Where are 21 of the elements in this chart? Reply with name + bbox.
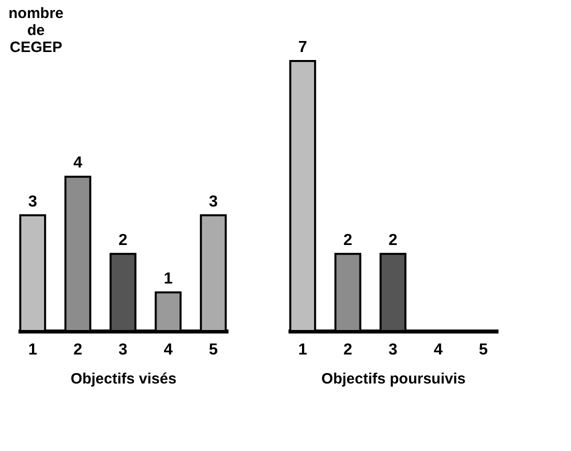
x-tick-label: 2 (343, 342, 352, 358)
x-tick-label: 1 (28, 342, 38, 358)
data-label: 2 (388, 232, 398, 249)
x-tick-label: 5 (478, 342, 488, 358)
x-tick-label: 3 (388, 342, 398, 358)
y-axis-title: nombre de CEGEP (8, 5, 64, 56)
x-tick-label: 5 (208, 342, 218, 358)
x-tick-label: 1 (298, 342, 308, 358)
data-label: 7 (298, 39, 308, 56)
x-tick-label: 4 (434, 342, 443, 358)
data-label: 3 (28, 193, 38, 210)
x-tick-label: 4 (164, 342, 173, 358)
data-label: 2 (118, 232, 128, 249)
data-label: 2 (343, 232, 352, 249)
x-axis-title: Objectifs visés (70, 370, 176, 388)
x-tick-label: 2 (73, 342, 82, 358)
x-axis-title: Objectifs poursuivis (321, 370, 466, 388)
data-label: 1 (164, 270, 173, 288)
data-label: 3 (208, 193, 218, 210)
data-label: 4 (73, 154, 82, 172)
x-tick-label: 3 (118, 342, 128, 358)
